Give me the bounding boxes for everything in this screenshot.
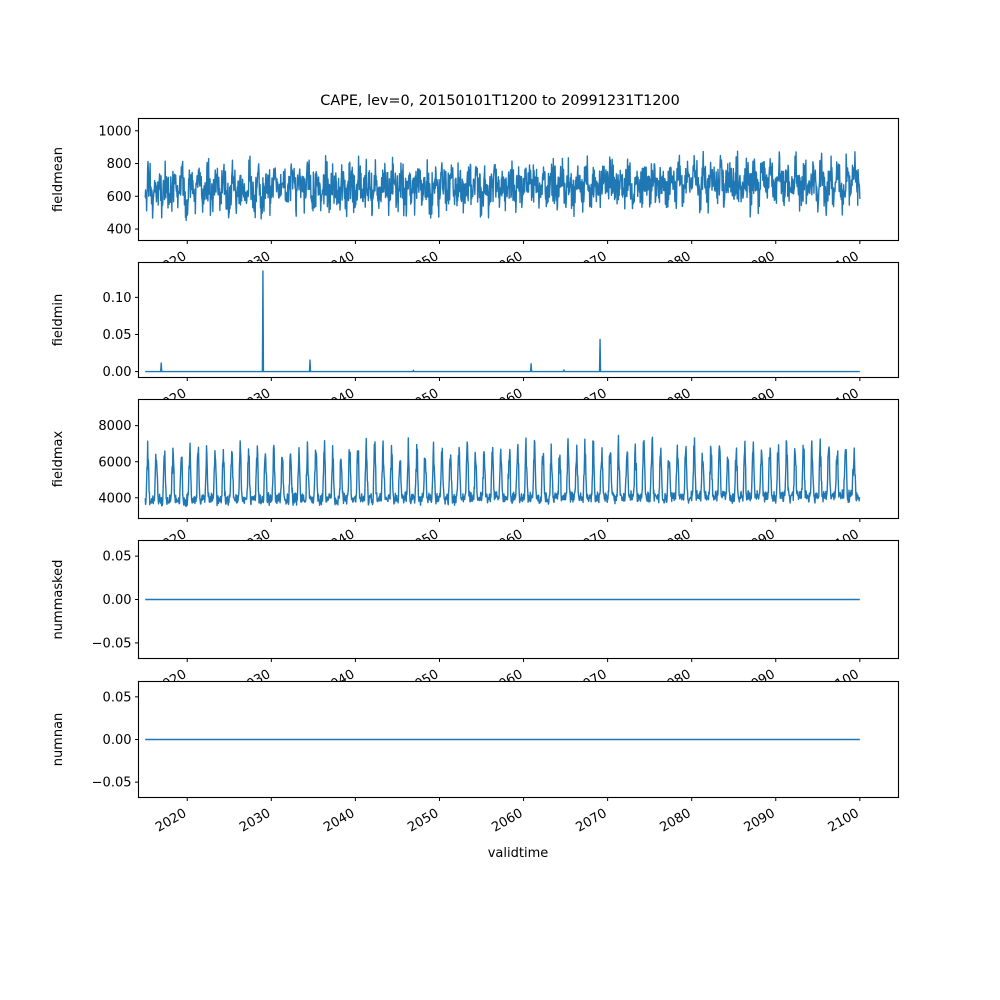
- panel-frame: [137, 539, 900, 660]
- y-tick-label: 0.00: [103, 365, 132, 380]
- y-axis-label-nummasked: nummasked: [51, 560, 66, 640]
- panel-frame: [137, 398, 900, 520]
- data-line-fieldmean: [144, 150, 861, 222]
- y-tick-label: 600: [107, 190, 132, 205]
- y-tick-label: −0.05: [92, 636, 132, 651]
- panel-frame: [137, 680, 900, 799]
- y-tick-label: 6000: [98, 455, 131, 470]
- y-tick-label: 400: [107, 223, 132, 238]
- panel-background: [138, 262, 899, 378]
- panel-group: 4006008001000202020302040205020602070208…: [51, 117, 900, 836]
- y-tick-label: 1000: [98, 124, 131, 139]
- y-tick-label: 0.05: [103, 550, 132, 565]
- y-axis-label-numnan: numnan: [51, 713, 66, 767]
- panel-frame: [137, 261, 900, 379]
- y-tick-label: 0.00: [103, 593, 132, 608]
- y-tick-label: 8000: [98, 419, 131, 434]
- y-axis-label-fieldmax: fieldmax: [51, 431, 66, 488]
- y-tick-label: 0.05: [103, 328, 132, 343]
- y-axis-label-fieldmin: fieldmin: [51, 294, 66, 347]
- y-tick-label: 0.05: [103, 690, 132, 705]
- y-axis-label-fieldmean: fieldmean: [51, 147, 66, 212]
- x-axis-label: validtime: [488, 846, 549, 861]
- y-tick-label: 0.00: [103, 733, 132, 748]
- y-tick-label: 800: [107, 157, 132, 172]
- data-line-fieldmax: [144, 434, 861, 507]
- y-tick-label: 4000: [98, 491, 131, 506]
- y-tick-label: 0.10: [103, 291, 132, 306]
- figure-title: CAPE, lev=0, 20150101T1200 to 20991231T1…: [320, 93, 679, 109]
- y-tick-label: −0.05: [92, 776, 132, 791]
- data-line-fieldmin: [145, 270, 860, 373]
- panel-frame: [137, 117, 900, 242]
